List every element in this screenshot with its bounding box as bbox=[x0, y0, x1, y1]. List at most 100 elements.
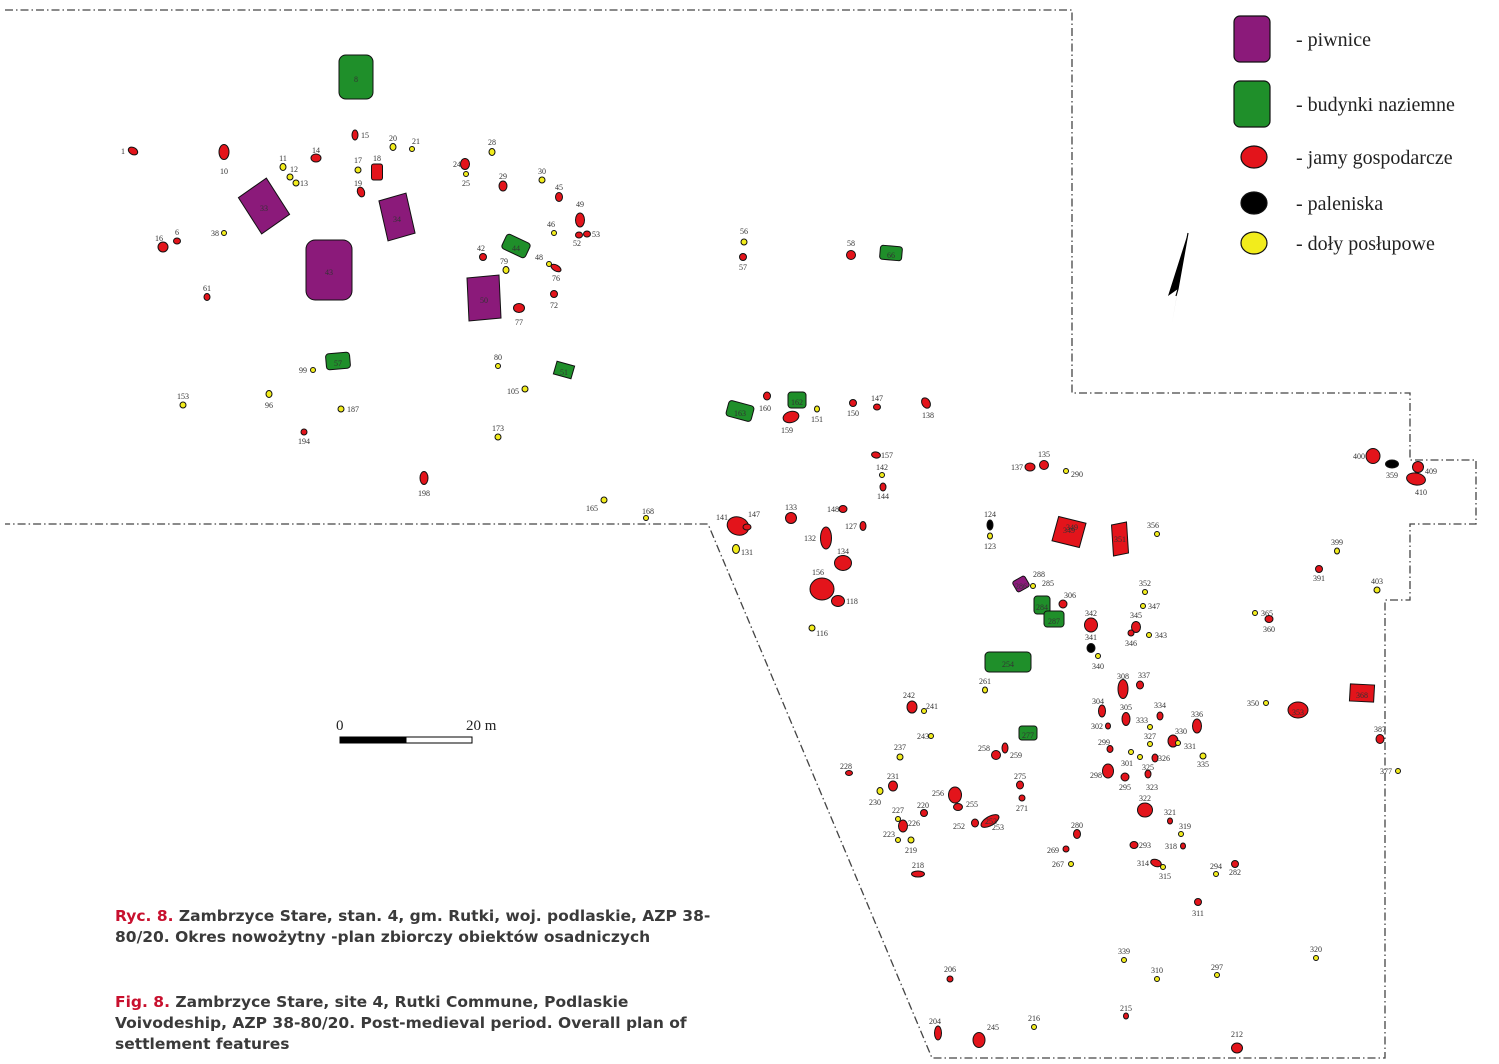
feature-doly-151: 151 bbox=[811, 405, 823, 424]
feature-label: 308 bbox=[1117, 672, 1129, 681]
feature-label: 173 bbox=[492, 424, 504, 433]
feature-doly-38: 38 bbox=[211, 229, 227, 238]
feature-label: 156 bbox=[812, 568, 824, 577]
feature-label: 356 bbox=[1147, 521, 1159, 530]
feature-label: 160 bbox=[759, 404, 771, 413]
feature-doly-325: 325 bbox=[1137, 754, 1154, 772]
feature-doly-219: 219 bbox=[905, 836, 917, 855]
features-layer: 8333443504457516616316225427728428728611… bbox=[121, 54, 1437, 1054]
feature-label: 134 bbox=[837, 547, 849, 556]
feature-jamy-306: 306 bbox=[1058, 591, 1076, 609]
feature-doly-288: 288 bbox=[1030, 570, 1045, 589]
feature-jamy-132: 132 bbox=[804, 526, 832, 550]
feature-doly-290: 290 bbox=[1063, 468, 1083, 479]
legend-item-budynki: - budynki naziemne bbox=[1233, 80, 1455, 128]
feature-label: 142 bbox=[876, 463, 888, 472]
feature-jamy-147: 147 bbox=[871, 394, 883, 411]
legend-label-budynki: - budynki naziemne bbox=[1296, 94, 1455, 116]
feature-doly-335: 335 bbox=[1197, 752, 1209, 769]
feature-label: 326 bbox=[1158, 754, 1170, 763]
feature-label: 168 bbox=[642, 507, 654, 516]
feature-label: 254 bbox=[1002, 660, 1014, 669]
feature-label: 298 bbox=[1090, 771, 1102, 780]
feature-label: 153 bbox=[177, 392, 189, 401]
feature-label: 25 bbox=[462, 179, 470, 188]
feature-doly-241: 241 bbox=[921, 702, 938, 714]
legend-swatch-jamy bbox=[1240, 145, 1268, 169]
feature-jamy-255: 255 bbox=[953, 800, 978, 811]
feature-jamy-337: 337 bbox=[1136, 671, 1150, 690]
feature-label: 20 bbox=[389, 134, 397, 143]
feature-jamy-295: 295 bbox=[1119, 772, 1131, 792]
feature-doly-123: 123 bbox=[984, 532, 996, 551]
feature-jamy-259: 259 bbox=[1001, 742, 1022, 760]
feature-doly-105: 105 bbox=[507, 385, 529, 396]
feature-label: 123 bbox=[984, 542, 996, 551]
feature-label: 138 bbox=[922, 411, 934, 420]
feature-label: 333 bbox=[1136, 716, 1148, 725]
feature-jamy-156: 156 bbox=[809, 568, 835, 601]
feature-label: 403 bbox=[1371, 577, 1383, 586]
feature-label: 302 bbox=[1091, 722, 1103, 731]
feature-label: 242 bbox=[903, 691, 915, 700]
feature-label: 306 bbox=[1064, 591, 1076, 600]
feature-label: 305 bbox=[1120, 703, 1132, 712]
feature-label: 347 bbox=[1148, 602, 1160, 611]
feature-label: 194 bbox=[298, 437, 310, 446]
feature-budynki-162: 162 bbox=[787, 391, 807, 409]
feature-label: 56 bbox=[740, 227, 748, 236]
feature-paleniska-253: 253 bbox=[985, 817, 997, 826]
feature-budynki-287: 287 bbox=[1043, 610, 1065, 628]
legend-item-doly: - doły posłupowe bbox=[1240, 231, 1435, 255]
feature-jamy-326: 326 bbox=[1151, 753, 1170, 763]
feature-label: 360 bbox=[1263, 625, 1275, 634]
feature-doly-13: 13 bbox=[292, 179, 308, 188]
feature-label: 38 bbox=[211, 229, 219, 238]
feature-doly-21: 21 bbox=[409, 137, 420, 152]
feature-jamy-198: 198 bbox=[418, 471, 430, 498]
feature-doly-12: 12 bbox=[286, 165, 298, 181]
feature-doly-320: 320 bbox=[1310, 945, 1322, 961]
feature-doly-227: 227 bbox=[892, 806, 904, 822]
feature-jamy-242: 242 bbox=[903, 691, 918, 714]
legend: - piwnice - budynki naziemne - jamy gospod… bbox=[1233, 15, 1455, 255]
feature-label: 336 bbox=[1191, 710, 1203, 719]
feature-jamy-253: 253 bbox=[980, 814, 1004, 832]
feature-label: 105 bbox=[507, 387, 519, 396]
feature-label: 133 bbox=[785, 503, 797, 512]
feature-jamy-134: 134 bbox=[834, 547, 852, 571]
legend-swatch-budynki bbox=[1233, 80, 1271, 128]
feature-jamy-159: 159 bbox=[781, 410, 800, 435]
feature-jamy-133: 133 bbox=[785, 503, 797, 524]
feature-label: 353 bbox=[1292, 708, 1304, 717]
feature-jamy-160: 160 bbox=[759, 391, 771, 413]
feature-jamy-18: 18 bbox=[371, 154, 383, 181]
feature-jamy-19: 19 bbox=[354, 179, 366, 198]
feature-jamy-52: 52 bbox=[573, 231, 583, 248]
feature-label: 237 bbox=[894, 743, 906, 752]
feature-jamy-336: 336 bbox=[1191, 710, 1203, 734]
feature-doly-80: 80 bbox=[494, 353, 502, 369]
legend-item-piwnice: - piwnice bbox=[1233, 15, 1371, 63]
feature-label: 399 bbox=[1331, 538, 1343, 547]
feature-jamy-351: 351 bbox=[1110, 521, 1130, 557]
feature-label: 53 bbox=[592, 230, 600, 239]
feature-doly-96: 96 bbox=[265, 390, 273, 410]
feature-label: 79 bbox=[500, 257, 508, 266]
feature-label: 277 bbox=[1022, 731, 1034, 740]
feature-jamy-334: 334 bbox=[1154, 701, 1166, 721]
legend-swatch-doly bbox=[1240, 231, 1268, 255]
feature-budynki-57: 57 bbox=[325, 351, 351, 371]
feature-label: 223 bbox=[883, 830, 895, 839]
feature-jamy-391: 391 bbox=[1313, 565, 1325, 583]
feature-label: 231 bbox=[887, 772, 899, 781]
feature-label: 11 bbox=[279, 154, 287, 163]
feature-label: 335 bbox=[1197, 760, 1209, 769]
feature-label: 243 bbox=[917, 732, 929, 741]
feature-doly-168: 168 bbox=[642, 507, 654, 521]
feature-label: 212 bbox=[1231, 1030, 1243, 1039]
legend-label-piwnice: - piwnice bbox=[1296, 29, 1371, 51]
feature-doly-377: 377 bbox=[1380, 767, 1401, 776]
feature-label: 311 bbox=[1192, 909, 1204, 918]
feature-jamy-57: 57 bbox=[739, 253, 747, 272]
